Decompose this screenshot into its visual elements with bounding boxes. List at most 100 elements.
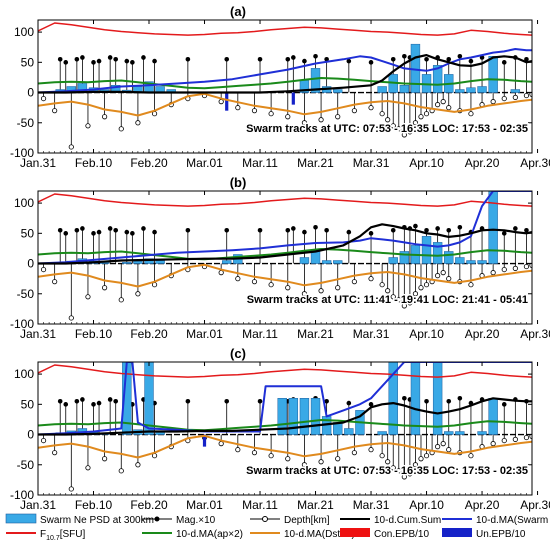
mag-point: [413, 223, 418, 229]
depth-point: [68, 315, 74, 321]
psd-bar: [310, 398, 321, 435]
psd-bar: [277, 398, 287, 435]
legend-un-label: Un.EPB/10: [476, 529, 526, 540]
mag-point: [91, 60, 96, 65]
x-tick-label: Mar.21: [297, 156, 334, 170]
depth-point: [423, 282, 430, 288]
depth-point: [318, 117, 324, 123]
depth-point: [68, 486, 74, 492]
legend-ma_ne-label: 10-d.MA(Swarm Ne PSD): [476, 515, 550, 526]
depth-point: [102, 285, 108, 291]
mag-point: [224, 56, 230, 62]
y-tick-label: 50: [21, 397, 35, 411]
psd-bar: [510, 89, 521, 93]
y-tick-label: -100: [10, 146, 34, 160]
legend-f107-sub: 10.7: [46, 535, 60, 540]
depth-point: [135, 291, 141, 297]
x-tick-label: Apr.20: [465, 156, 500, 170]
dst-line: [38, 263, 532, 288]
depth-point: [440, 270, 446, 276]
mag-point: [501, 231, 507, 236]
plot-area: [38, 362, 532, 492]
mag-point: [524, 227, 529, 233]
mag-point: [513, 226, 518, 231]
mag-point: [107, 226, 113, 231]
depth-point: [396, 297, 402, 303]
depth-point: [218, 270, 224, 276]
cum-sum-line: [38, 397, 532, 436]
depth-point: [335, 114, 341, 120]
depth-point: [435, 273, 441, 279]
f107-line: [38, 364, 532, 378]
depth-point: [118, 468, 124, 474]
depth-point: [396, 468, 402, 474]
depth-point: [385, 117, 391, 123]
ma-ne-line: [38, 362, 532, 436]
track-annotation: Swarm tracks at UTC: 11:41 - 19:41 LOC: …: [247, 294, 528, 306]
psd-bar: [333, 260, 343, 264]
mag-point: [257, 398, 263, 404]
un-epb-bar: [202, 434, 207, 447]
psd-bar: [477, 431, 487, 435]
mag-point: [80, 397, 85, 402]
track-annotation: Swarm tracks at UTC: 07:53 - 16:35 LOC: …: [246, 123, 528, 135]
legend-un-swatch: [442, 528, 472, 537]
legend-mag-label: Mag.×10: [176, 515, 216, 526]
x-tick-label: Apr.10: [409, 327, 444, 341]
legend: Swarm Ne PSD at 300km Mag.×10 Depth[km] 10-…: [5, 513, 550, 540]
mag-point: [124, 58, 130, 64]
psd-bar: [444, 251, 454, 264]
plot-frame: [37, 19, 533, 154]
psd-bar: [377, 431, 387, 435]
mag-point: [224, 398, 230, 404]
y-tick-label: -100: [10, 317, 34, 331]
mag-point: [402, 395, 407, 401]
psd-bar: [432, 242, 443, 264]
y-tick-label: 50: [21, 55, 35, 69]
psd-bar: [144, 258, 154, 264]
psd-bar: [488, 56, 498, 93]
mag-point: [285, 56, 291, 62]
x-tick-label: Feb.10: [75, 498, 113, 512]
depth-point: [351, 279, 357, 285]
y-tick-label: -50: [17, 116, 35, 130]
psd-bar: [299, 398, 310, 435]
dst-line: [38, 434, 532, 459]
depth-point: [446, 105, 452, 111]
depth-point: [301, 462, 308, 468]
depth-point: [523, 92, 530, 99]
psd-bar: [144, 362, 154, 435]
mag-point: [390, 56, 396, 62]
depth-point: [446, 276, 452, 282]
mag-point: [368, 231, 374, 236]
mag-point: [346, 400, 352, 406]
legend-f107-main: F: [40, 529, 46, 540]
plot-frame: [37, 361, 533, 496]
x-tick-label: Feb.10: [75, 327, 113, 341]
psd-bar: [488, 191, 498, 264]
depth-point: [68, 144, 74, 150]
depth-point: [390, 123, 396, 129]
psd-bar: [432, 362, 443, 435]
x-tick-label: Mar.01: [186, 327, 223, 341]
depth-point: [318, 288, 324, 294]
depth-point: [401, 474, 407, 480]
depth-point: [268, 111, 274, 117]
x-tick-label: Apr.30: [520, 327, 550, 341]
y-tick-label: 100: [14, 367, 34, 381]
psd-bar: [377, 86, 387, 93]
mag-point: [368, 60, 374, 65]
depth-point: [285, 456, 291, 462]
legend-psd-label: Swarm Ne PSD at 300km: [40, 515, 154, 526]
psd-bar: [455, 431, 465, 435]
mag-point: [324, 56, 329, 62]
depth-point: [407, 471, 413, 477]
y-tick-label: 100: [14, 25, 34, 39]
psd-bar: [122, 362, 132, 435]
depth-point: [379, 111, 385, 117]
y-tick-label: 0: [27, 257, 34, 271]
psd-bar: [410, 362, 421, 435]
mag-point: [302, 229, 307, 235]
psd-bar: [310, 251, 321, 264]
legend-con-label: Con.EPB/10: [374, 529, 429, 540]
